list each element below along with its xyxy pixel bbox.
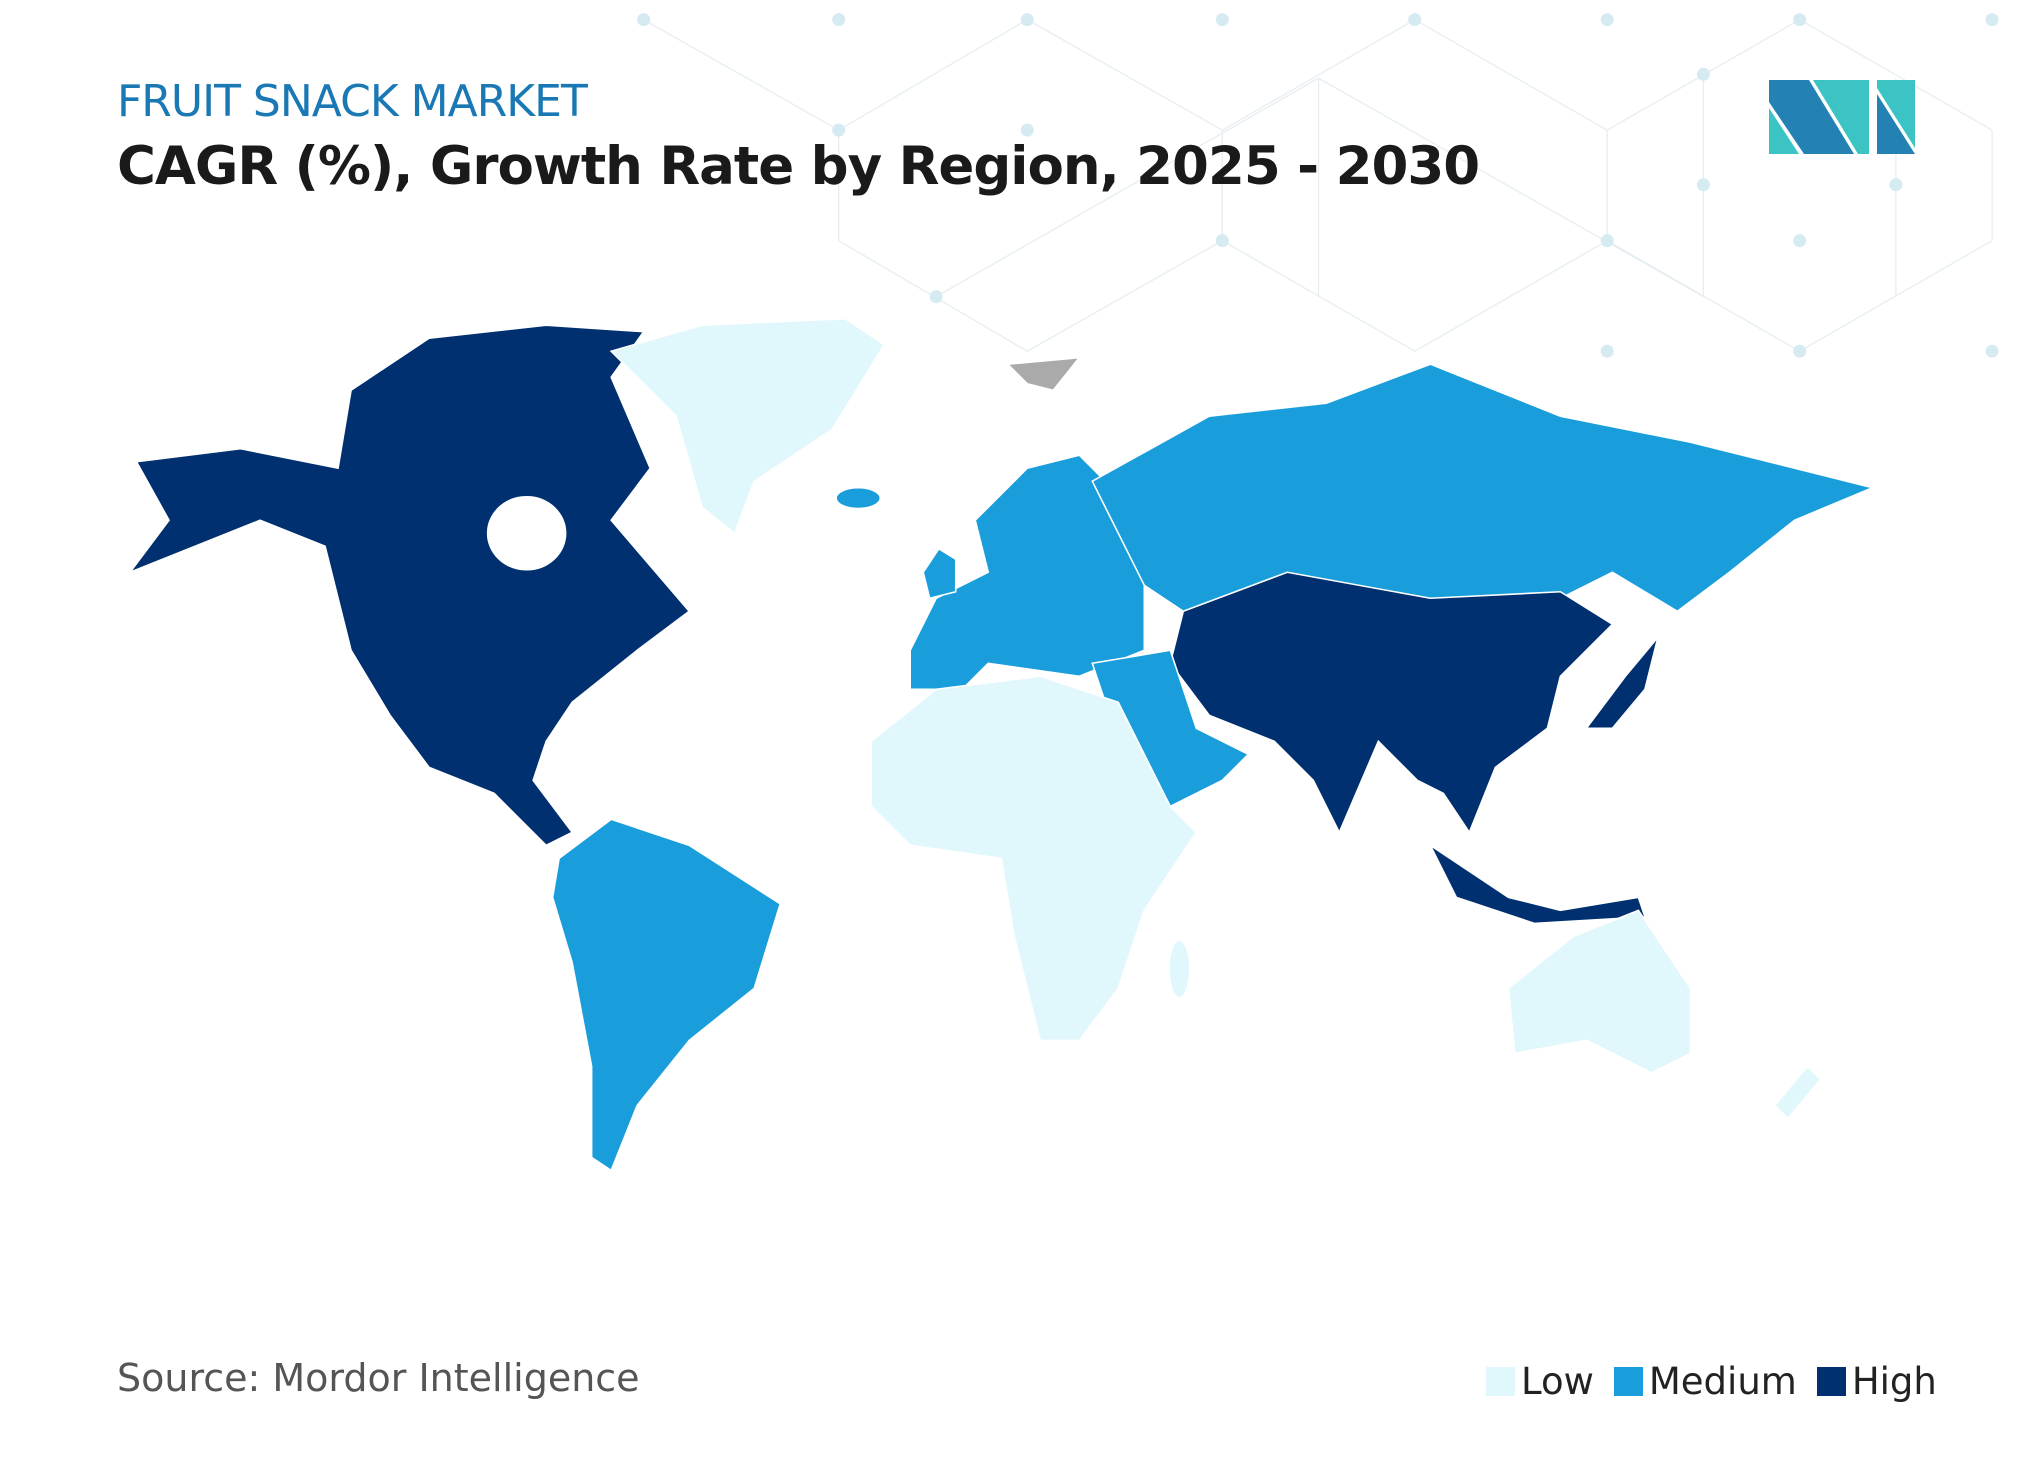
legend-swatch-low bbox=[1486, 1367, 1515, 1396]
legend-label-high: High bbox=[1851, 1360, 1937, 1403]
region-japan[interactable] bbox=[1584, 636, 1659, 730]
region-svalbard bbox=[1006, 356, 1082, 392]
region-iceland[interactable] bbox=[835, 486, 882, 510]
legend-item-high: High bbox=[1816, 1360, 1937, 1403]
legend-swatch-medium bbox=[1613, 1367, 1643, 1396]
region-uk[interactable] bbox=[922, 547, 957, 600]
legend-item-medium: Medium bbox=[1613, 1360, 1797, 1403]
region-greenland[interactable] bbox=[609, 317, 886, 535]
region-asia[interactable] bbox=[1169, 571, 1614, 835]
market-kicker: FRUIT SNACK MARKET bbox=[117, 76, 588, 127]
region-russia[interactable] bbox=[1091, 363, 1875, 613]
region-australia[interactable] bbox=[1507, 909, 1692, 1074]
region-south-america[interactable] bbox=[551, 818, 782, 1172]
region-new-zealand[interactable] bbox=[1773, 1065, 1822, 1120]
region-north-america[interactable] bbox=[127, 324, 691, 847]
legend-item-low: Low bbox=[1486, 1360, 1594, 1403]
mordor-logo bbox=[1769, 80, 1915, 154]
region-southeast-asia[interactable] bbox=[1428, 843, 1646, 925]
source-note: Source: Mordor Intelligence bbox=[117, 1356, 640, 1400]
region-africa[interactable] bbox=[870, 675, 1198, 1042]
legend-label-medium: Medium bbox=[1648, 1360, 1797, 1403]
hudson-bay bbox=[486, 496, 567, 571]
legend: Low Medium High bbox=[1486, 1360, 1957, 1403]
legend-swatch-high bbox=[1816, 1367, 1846, 1396]
legend-label-low: Low bbox=[1521, 1360, 1594, 1403]
region-madagascar[interactable] bbox=[1168, 939, 1191, 999]
chart-title: CAGR (%), Growth Rate by Region, 2025 - … bbox=[117, 136, 1480, 197]
